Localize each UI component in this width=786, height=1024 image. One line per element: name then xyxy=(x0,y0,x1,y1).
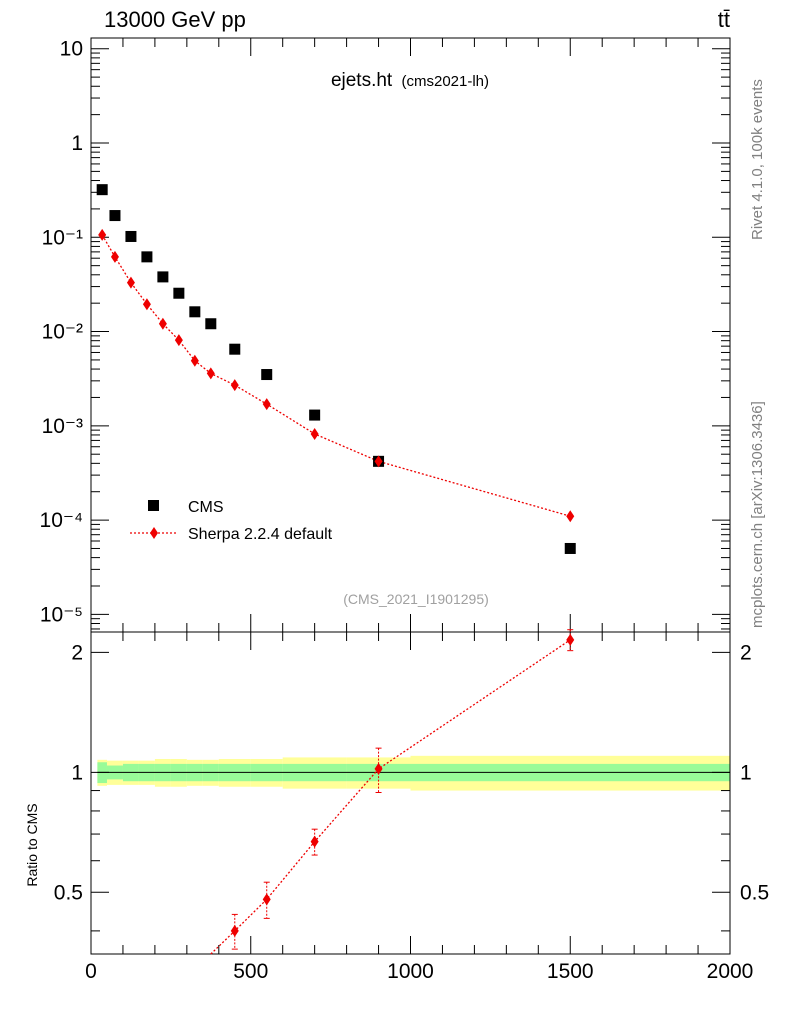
ratio-y-tick-label-right: 0.5 xyxy=(740,881,769,904)
ratio-data-point xyxy=(230,924,239,937)
cms-data-point xyxy=(125,230,137,242)
cms-data-point xyxy=(173,287,185,299)
ratio-data-point xyxy=(374,762,383,775)
sherpa-data-point xyxy=(566,510,575,523)
sherpa-data-point xyxy=(110,250,119,263)
ratio-plot-frame xyxy=(90,631,731,955)
main-y-tick-label: 1 xyxy=(71,132,83,155)
x-tick-label: 0 xyxy=(85,960,97,983)
ratio-y-tick-label: 0.5 xyxy=(54,881,83,904)
legend-sherpa-marker xyxy=(150,527,158,539)
sherpa-data-point xyxy=(206,367,215,380)
sherpa-series-line xyxy=(101,234,571,517)
main-plot-frame xyxy=(90,37,731,633)
cms-data-point xyxy=(189,306,201,318)
ratio-data-point xyxy=(566,633,575,646)
cms-data-point xyxy=(141,251,153,263)
header-right-label: tt̄ xyxy=(718,7,730,32)
side-label-mcplots: mcplots.cern.ch [arXiv:1306.3436] xyxy=(749,401,766,628)
x-tick-label: 500 xyxy=(233,960,268,983)
main-y-tick-label: 10⁻¹ xyxy=(42,226,83,249)
legend-sherpa-label: Sherpa 2.2.4 default xyxy=(188,526,333,543)
plot-title: ejets.ht (cms2021-lh) xyxy=(331,70,489,91)
analysis-id: (CMS_2021_I1901295) xyxy=(343,591,489,607)
ratio-y-axis-label: Ratio to CMS xyxy=(24,803,40,886)
main-y-tick-label: 10⁻³ xyxy=(42,415,83,438)
legend-cms-label: CMS xyxy=(188,499,224,516)
sherpa-data-point xyxy=(142,298,151,311)
plot-title-main: ejets.ht xyxy=(331,70,393,91)
side-label-rivet: Rivet 4.1.0, 100k events xyxy=(749,79,766,240)
cms-data-point xyxy=(261,369,273,381)
ratio-data-point xyxy=(310,835,319,848)
main-y-tick-label: 10 xyxy=(60,38,83,61)
x-tick-label: 2000 xyxy=(707,960,754,983)
legend-cms-marker xyxy=(148,500,159,511)
x-tick-label: 1000 xyxy=(387,960,434,983)
main-y-tick-label: 10⁻⁵ xyxy=(40,603,83,626)
ratio-y-tick-label: 2 xyxy=(71,641,83,664)
cms-data-point xyxy=(309,409,321,421)
ratio-plot-panel: 0 500 1000 1500 2000 0.5 0.5 1 1 2 2 xyxy=(54,629,769,983)
main-y-tick-label: 10⁻² xyxy=(42,321,83,344)
sherpa-data-point xyxy=(126,276,135,289)
sherpa-data-point xyxy=(374,455,383,468)
sherpa-data-point xyxy=(158,317,167,330)
sherpa-data-point xyxy=(310,427,319,440)
ratio-y-tick-label: 1 xyxy=(71,761,83,784)
plot-title-sub: (cms2021-lh) xyxy=(402,73,490,90)
header-left-label: 13000 GeV pp xyxy=(104,7,246,32)
cms-data-point xyxy=(109,210,121,222)
cms-data-point xyxy=(205,318,217,330)
cms-data-point xyxy=(564,542,576,554)
sherpa-data-point xyxy=(174,334,183,347)
ratio-data-point xyxy=(262,893,271,906)
sherpa-data-point xyxy=(230,379,239,392)
cms-data-point xyxy=(96,184,108,196)
ratio-y-tick-label-right: 1 xyxy=(740,761,752,784)
ratio-y-tick-label-right: 2 xyxy=(740,641,752,664)
sherpa-data-point xyxy=(190,354,199,367)
cms-data-point xyxy=(157,271,169,283)
main-plot-panel: 10 1 10⁻¹ 10⁻² 10⁻³ 10⁻⁴ 10⁻⁵ xyxy=(40,37,731,633)
x-tick-label: 1500 xyxy=(547,960,594,983)
sherpa-data-point xyxy=(262,398,271,411)
legend: CMS Sherpa 2.2.4 default xyxy=(130,499,333,543)
ratio-series-line xyxy=(210,639,571,955)
cms-data-point xyxy=(229,343,241,355)
sherpa-data-point xyxy=(98,228,107,241)
main-y-tick-label: 10⁻⁴ xyxy=(40,509,83,532)
